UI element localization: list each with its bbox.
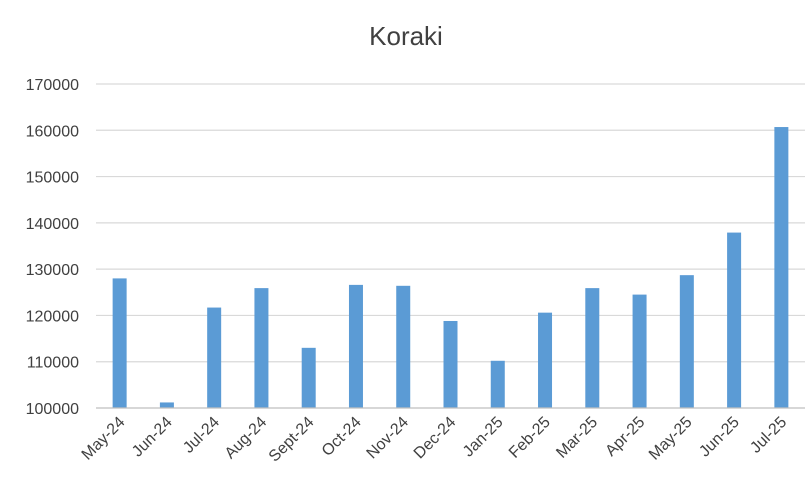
x-tick-label: May-24 [79, 414, 129, 464]
x-tick-label: Jun-25 [696, 414, 743, 461]
y-tick-label: 160000 [26, 123, 79, 140]
x-tick-label: Apr-25 [602, 414, 648, 460]
bar-feb-25 [538, 312, 553, 408]
x-tick-label: Oct-24 [319, 414, 365, 460]
y-tick-label: 130000 [26, 262, 79, 279]
bar-aug-24 [254, 288, 269, 408]
bar-may-25 [679, 275, 694, 408]
bar-mar-25 [585, 288, 600, 408]
gridlines [96, 83, 805, 363]
bar-oct-24 [348, 284, 363, 408]
x-tick-label: Jun-24 [129, 414, 176, 461]
bar-sept-24 [301, 347, 316, 408]
x-tick-label: May-25 [646, 414, 696, 464]
y-tick-label: 100000 [26, 401, 79, 418]
x-tick-label: Nov-24 [364, 414, 413, 463]
bar-dec-24 [443, 320, 458, 408]
bars [112, 127, 789, 408]
y-tick-label: 110000 [27, 355, 79, 372]
x-tick-label: Mar-25 [553, 414, 601, 462]
x-tick-label: Jan-25 [460, 414, 507, 461]
bar-jul-25 [774, 127, 789, 408]
y-tick-label: 120000 [26, 308, 79, 325]
x-tick-label: Aug-24 [222, 414, 271, 463]
bar-nov-24 [396, 285, 411, 408]
x-tick-label: Sept-24 [266, 414, 318, 466]
x-tick-label: Dec-24 [411, 414, 460, 463]
bar-jul-24 [207, 307, 222, 408]
y-tick-label: 150000 [26, 170, 79, 187]
y-tick-label: 170000 [26, 77, 79, 94]
y-axis-ticks: 100000 110000 120000 130000 140000 150000 1600… [26, 77, 79, 418]
x-tick-label: Jul-24 [180, 414, 223, 457]
x-tick-label: Jul-25 [747, 414, 790, 457]
bar-jun-25 [727, 232, 742, 408]
bar-jun-24 [159, 402, 174, 408]
x-tick-label: Feb-25 [506, 414, 554, 462]
bar-may-24 [112, 278, 127, 408]
y-tick-label: 140000 [26, 216, 79, 233]
bar-apr-25 [632, 294, 647, 408]
bar-jan-25 [490, 360, 505, 408]
chart-title: Koraki [369, 21, 443, 51]
